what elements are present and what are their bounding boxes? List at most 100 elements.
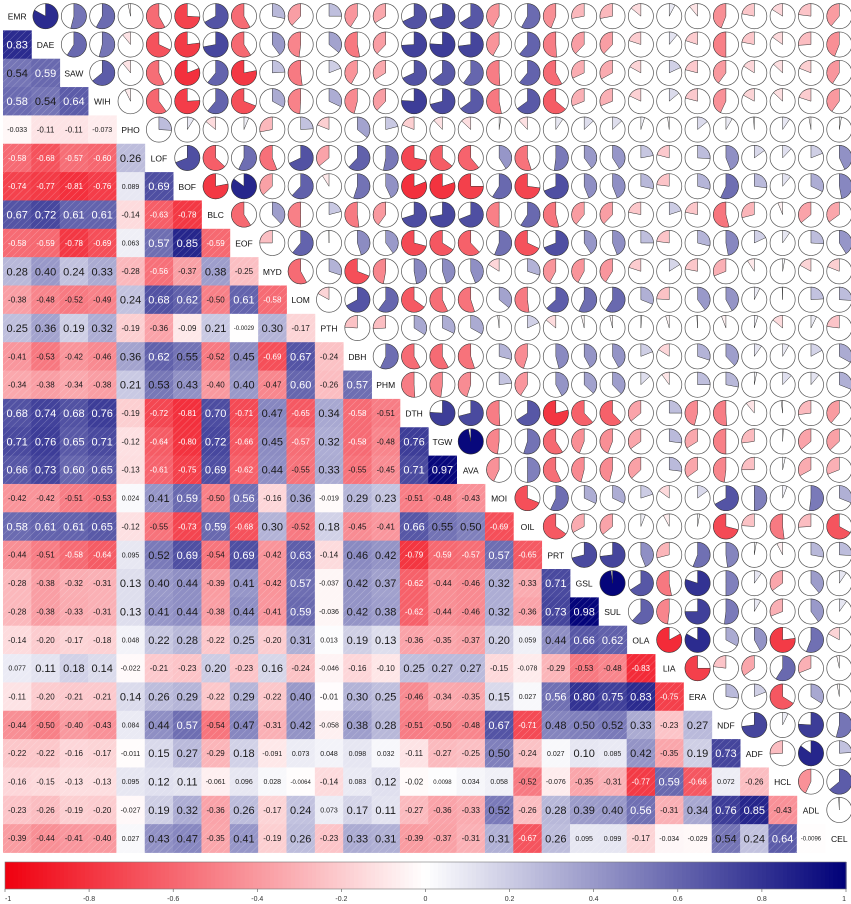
cell-value-label: 0.40 [35,266,56,278]
colorbar-segment [21,862,27,889]
cell-value-label: -0.027 [121,807,141,814]
colorbar-segment [97,862,103,889]
pie-slice-bof-prt [543,173,569,200]
colorbar-segment [358,862,364,889]
cell-value-label: -0.32 [65,579,84,588]
cell-value-label: -0.37 [462,636,481,645]
pie-slice-oil-ndf [713,513,739,540]
pie-slice-phm-ndf [725,371,739,388]
colorbar-segment [576,862,582,889]
pie-slice-lia-adf [741,655,755,676]
cell-hatch [116,795,146,825]
colorbar-segment [370,862,376,889]
pie-slice-pho-ola [640,116,645,130]
pie-slice-pho-dth [402,116,415,130]
colorbar-segment [454,862,460,889]
cell-hatch [31,682,61,712]
cell-hatch [456,795,486,825]
cell-hatch [173,313,202,343]
cell-value-label: 0.61 [63,521,84,533]
cell-value-label: 0.73 [35,465,56,477]
cell-hatch [598,654,628,683]
cell-value-label: -0.36 [405,636,424,645]
cell-value-label: 0.32 [177,805,198,817]
colorbar-segment [757,862,763,889]
colorbar-segment [202,862,208,889]
pie-slice-ava-era [684,456,698,478]
pie-slice-pth-sul [609,315,613,329]
colorbar-segment [677,862,683,889]
cell-value-label: -0.36 [207,806,226,815]
cell-value-label: -0.67 [518,834,537,843]
variable-label-bof: BOF [179,182,196,192]
pie-slice-phm-gsl [583,371,597,394]
colorbar-segment [131,862,136,889]
cell-value-label: -0.66 [688,778,707,787]
cell-value-label: -0.24 [518,749,537,758]
colorbar-segment [17,862,23,889]
pie-slice-dae-lom [287,31,301,58]
cell-hatch [428,597,457,627]
colorbar-segment [803,862,809,889]
colorbar-tick-label: 0.6 [673,896,683,903]
pie-slice-bof-hcl [782,173,791,187]
pie-slice-sul-lia [656,598,670,625]
colorbar-segment [68,862,73,889]
pie-slice-emr-dae [32,3,59,29]
pie-slice-lof-sul [612,145,626,169]
cell-hatch [173,824,202,853]
pie-slice-gsl-cel [839,570,847,584]
cell-hatch [428,512,457,542]
cell-value-label: -0.34 [8,381,27,390]
cell-value-label: 0.76 [715,805,736,817]
pie-slice-pth-oil [527,315,540,329]
pie-slice-prt-gsl [571,541,597,568]
cell-value-label: 0.31 [488,833,509,845]
cell-hatch [3,427,32,456]
cell-hatch [116,483,146,513]
cell-hatch [144,824,174,853]
pie-slice-saw-blc [207,60,229,86]
cell-hatch [88,710,117,740]
cell-value-label: 0.24 [290,805,311,817]
cell-hatch [3,172,32,201]
cell-value-label: 0.32 [488,578,509,590]
colorbar-segment [543,862,549,889]
cell-value-label: 0.027 [122,836,140,843]
pie-slice-myd-adf [747,258,755,273]
cell-value-label: 0.12 [148,777,169,789]
pie-slice-dae-blc [202,31,229,58]
cell-value-label: -0.28 [8,607,27,616]
cell-hatch [3,115,32,145]
cell-hatch [456,654,486,683]
pie-slice-bof-eof [231,173,257,200]
pie-slice-dae-saw [66,31,87,58]
pie-slice-lom-dth [401,286,425,313]
pie-slice-eof-prt [543,230,569,256]
cell-value-label: -0.034 [659,836,679,843]
cell-value-label: 0.54 [715,833,736,845]
cell-hatch [286,455,316,485]
cell-value-label: -0.65 [518,551,537,560]
cell-hatch [343,597,372,627]
cell-hatch [428,795,457,825]
cell-value-label: -0.58 [263,296,282,305]
pie-slice-blc-dbh [344,201,360,228]
colorbar-segment [51,862,57,889]
cell-value-label: 0.59 [290,606,311,618]
pie-slice-saw-phm [372,60,386,80]
cell-value-label: -0.037 [319,581,339,588]
cell-value-label: -0.21 [65,692,84,701]
colorbar-segment [194,862,200,889]
cell-value-label: 0.30 [347,692,368,704]
cell-value-label: 0.36 [35,323,56,335]
cell-value-label: 0.69 [177,550,198,562]
pie-slice-phm-ava [457,371,472,398]
cell-hatch [59,739,89,768]
colorbar-tick-label: -0.4 [251,896,263,903]
cell-hatch [343,795,372,825]
colorbar-segment [547,862,553,889]
pie-slice-phm-moi [498,371,512,386]
pie-slice-moi-hcl [782,485,788,499]
variable-label-dth: DTH [405,409,422,419]
